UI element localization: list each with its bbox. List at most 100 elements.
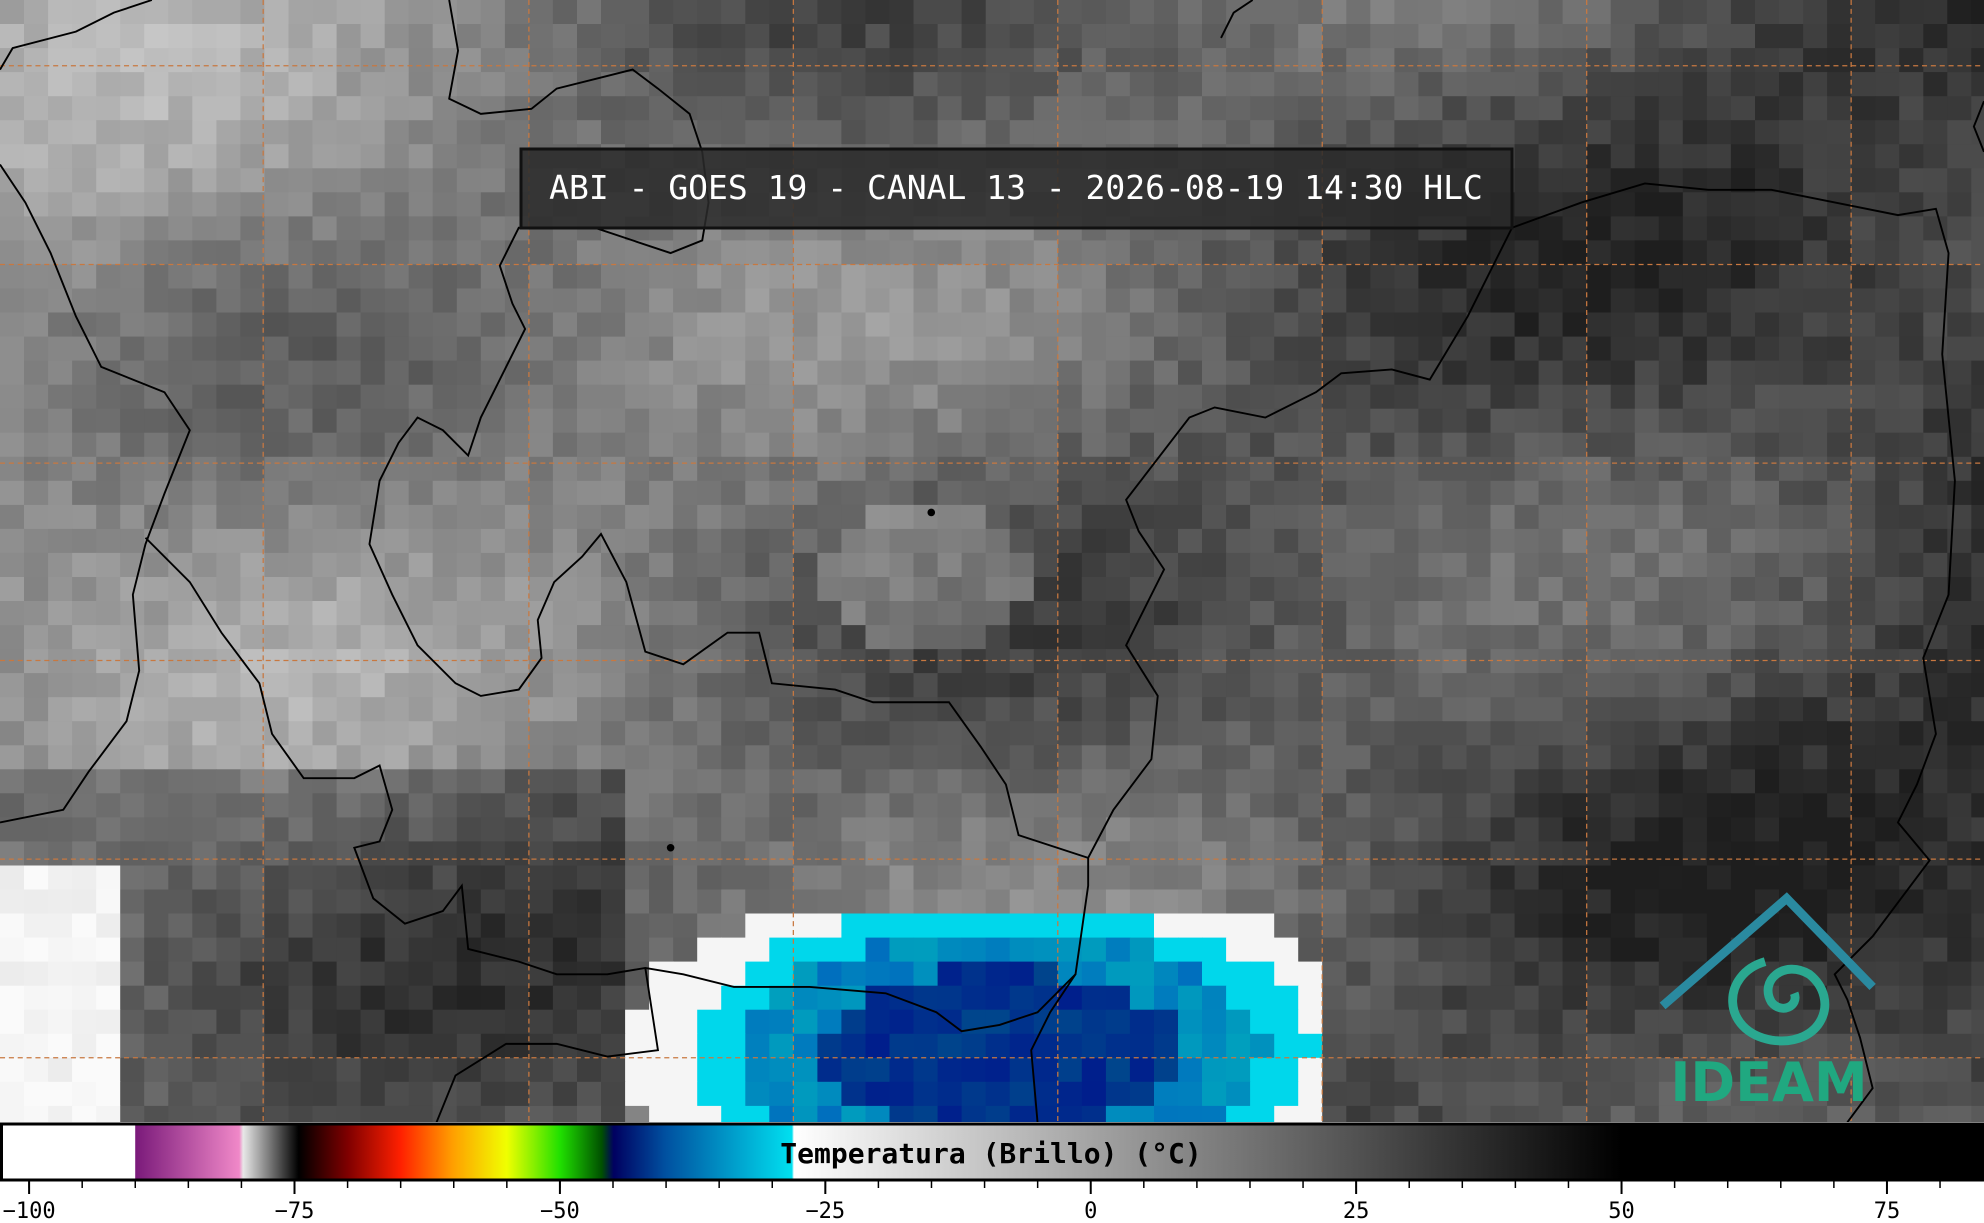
pixel xyxy=(1610,216,1636,241)
pixel xyxy=(1298,1057,1323,1083)
pixel xyxy=(1875,1057,1900,1083)
pixel xyxy=(456,384,482,410)
pixel xyxy=(192,1009,217,1035)
pixel xyxy=(1899,504,1924,530)
pixel xyxy=(961,456,987,482)
pixel xyxy=(1851,793,1876,818)
pixel xyxy=(1538,168,1564,193)
pixel xyxy=(1226,865,1251,891)
pixel xyxy=(1514,697,1540,722)
pixel xyxy=(1827,144,1852,169)
pixel xyxy=(168,793,193,818)
pixel xyxy=(1875,673,1900,698)
pixel xyxy=(1154,528,1179,554)
pixel xyxy=(817,408,842,434)
pixel xyxy=(1105,1057,1131,1083)
pixel xyxy=(697,913,722,939)
pixel xyxy=(336,48,362,73)
pixel xyxy=(72,432,97,458)
pixel xyxy=(408,288,434,314)
pixel xyxy=(1202,985,1227,1011)
pixel xyxy=(504,24,530,49)
pixel xyxy=(1851,120,1876,145)
pixel xyxy=(841,96,866,121)
pixel xyxy=(72,937,97,963)
pixel xyxy=(1490,649,1516,674)
pixel xyxy=(384,577,410,602)
pixel xyxy=(1730,24,1756,49)
pixel xyxy=(360,889,386,915)
pixel xyxy=(913,1057,939,1083)
pixel xyxy=(1250,48,1275,73)
pixel xyxy=(1466,841,1492,866)
pixel xyxy=(144,408,169,434)
pixel xyxy=(985,961,1011,987)
pixel xyxy=(1154,264,1179,289)
pixel xyxy=(793,528,818,554)
pixel xyxy=(1178,120,1203,145)
pixel xyxy=(625,120,650,145)
pixel xyxy=(1033,384,1059,410)
pixel xyxy=(961,408,987,434)
pixel xyxy=(528,264,554,289)
pixel xyxy=(432,577,458,602)
pixel xyxy=(408,1033,434,1059)
pixel xyxy=(240,1057,265,1083)
pixel xyxy=(625,456,650,482)
pixel xyxy=(1250,817,1275,842)
pixel xyxy=(480,697,506,722)
pixel xyxy=(456,456,482,482)
pixel xyxy=(1803,264,1828,289)
pixel xyxy=(1394,408,1419,434)
pixel xyxy=(769,288,794,314)
pixel xyxy=(889,336,915,362)
pixel xyxy=(1418,841,1443,866)
pixel xyxy=(1586,24,1612,49)
pixel xyxy=(1755,841,1780,866)
pixel xyxy=(1202,432,1227,458)
pixel xyxy=(456,216,482,241)
pixel xyxy=(1610,1105,1636,1123)
pixel xyxy=(865,985,891,1011)
pixel xyxy=(1033,480,1059,506)
pixel xyxy=(1250,1057,1275,1083)
pixel xyxy=(1346,432,1371,458)
pixel xyxy=(769,1081,794,1107)
pixel xyxy=(1779,793,1804,818)
pixel xyxy=(1755,697,1780,722)
pixel xyxy=(1658,24,1684,49)
pixel xyxy=(528,673,554,698)
pixel xyxy=(1947,673,1972,698)
pixel xyxy=(1538,72,1564,97)
pixel xyxy=(456,721,482,746)
pixel xyxy=(601,745,626,770)
pixel xyxy=(961,793,987,818)
title-box xyxy=(519,147,1514,230)
pixel xyxy=(1298,288,1323,314)
pixel xyxy=(1730,697,1756,722)
pixel xyxy=(1562,673,1588,698)
pixel xyxy=(480,961,506,987)
pixel xyxy=(1634,504,1660,530)
pixel xyxy=(697,769,722,794)
pixel xyxy=(1658,841,1684,866)
pixel xyxy=(1610,72,1636,97)
border xyxy=(0,163,191,824)
pixel xyxy=(1899,937,1924,963)
pixel xyxy=(1250,697,1275,722)
pixel xyxy=(1490,1105,1516,1123)
pixel xyxy=(1682,144,1708,169)
pixel xyxy=(1322,96,1347,121)
pixel xyxy=(1322,504,1347,530)
pixel xyxy=(0,793,25,818)
pixel xyxy=(1658,697,1684,722)
pixel xyxy=(1610,96,1636,121)
pixel xyxy=(1274,264,1299,289)
pixel xyxy=(1250,961,1275,987)
pixel xyxy=(793,937,818,963)
pixel xyxy=(312,192,338,217)
pixel xyxy=(1370,264,1395,289)
pixel xyxy=(264,865,289,891)
pixel xyxy=(144,216,169,241)
pixel xyxy=(1394,817,1419,842)
